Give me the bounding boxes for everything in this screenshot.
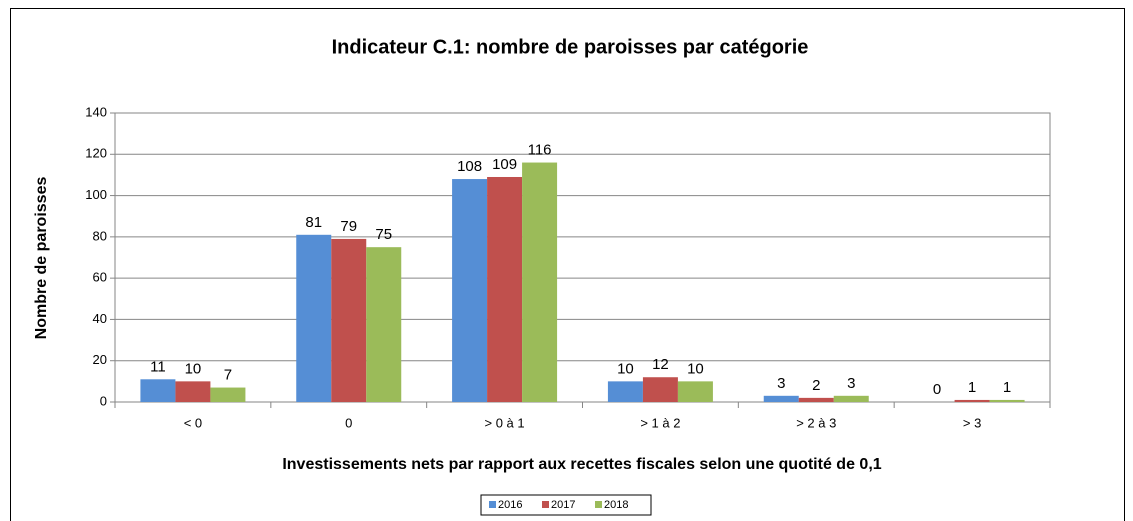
bar [607, 381, 643, 402]
bar [366, 247, 402, 402]
bar [642, 377, 678, 402]
bar [175, 381, 211, 402]
data-label: 81 [305, 214, 322, 231]
bar [452, 179, 488, 402]
data-label: 75 [375, 226, 392, 243]
data-label: 7 [224, 367, 232, 384]
y-tick-label: 100 [85, 187, 107, 202]
x-tick-label: > 1 à 2 [640, 415, 680, 430]
legend-box [480, 494, 652, 516]
y-tick-label: 20 [93, 352, 107, 367]
bar [522, 162, 558, 402]
legend-swatch [595, 501, 602, 508]
chart-frame [10, 8, 1125, 521]
data-label: 10 [687, 360, 704, 377]
bar [677, 381, 713, 402]
bar [954, 399, 990, 402]
data-label: 1 [968, 379, 976, 396]
data-label: 3 [777, 375, 785, 392]
legend-swatch [489, 501, 496, 508]
x-tick-label: < 0 [184, 415, 202, 430]
data-label: 12 [652, 356, 669, 373]
y-tick-label: 80 [93, 228, 107, 243]
bar [210, 387, 246, 402]
data-label: 1 [1003, 379, 1011, 396]
data-label: 0 [933, 381, 941, 398]
data-label: 2 [812, 377, 820, 394]
bar [833, 395, 869, 402]
legend-swatch [542, 501, 549, 508]
bar [798, 397, 834, 402]
y-tick-label: 40 [93, 311, 107, 326]
data-label: 11 [150, 358, 166, 375]
bar [487, 176, 523, 402]
bar [331, 238, 367, 402]
x-tick-label: > 2 à 3 [796, 415, 836, 430]
x-axis-label: Investissements nets par rapport aux rec… [282, 456, 881, 473]
y-tick-label: 120 [85, 146, 107, 161]
y-tick-label: 0 [100, 393, 107, 408]
x-tick-label: > 3 [963, 415, 981, 430]
bar [140, 379, 176, 402]
y-tick-label: 140 [85, 104, 107, 119]
data-label: 10 [617, 360, 634, 377]
y-axis-label: Nombre de paroisses [33, 177, 50, 340]
chart-title: Indicateur C.1: nombre de paroisses par … [332, 36, 809, 58]
data-label: 108 [457, 158, 482, 175]
data-label: 3 [847, 375, 855, 392]
y-tick-label: 60 [93, 270, 107, 285]
bar [296, 234, 332, 402]
data-label: 116 [528, 142, 552, 159]
data-label: 79 [340, 218, 357, 235]
x-tick-label: > 0 à 1 [485, 415, 525, 430]
legend-label: 2018 [604, 499, 628, 511]
bar [989, 399, 1025, 402]
x-tick-label: 0 [345, 415, 352, 430]
data-label: 10 [185, 360, 202, 377]
legend-label: 2017 [551, 499, 575, 511]
data-label: 109 [492, 156, 517, 173]
legend-label: 2016 [498, 499, 522, 511]
bar [763, 395, 799, 402]
